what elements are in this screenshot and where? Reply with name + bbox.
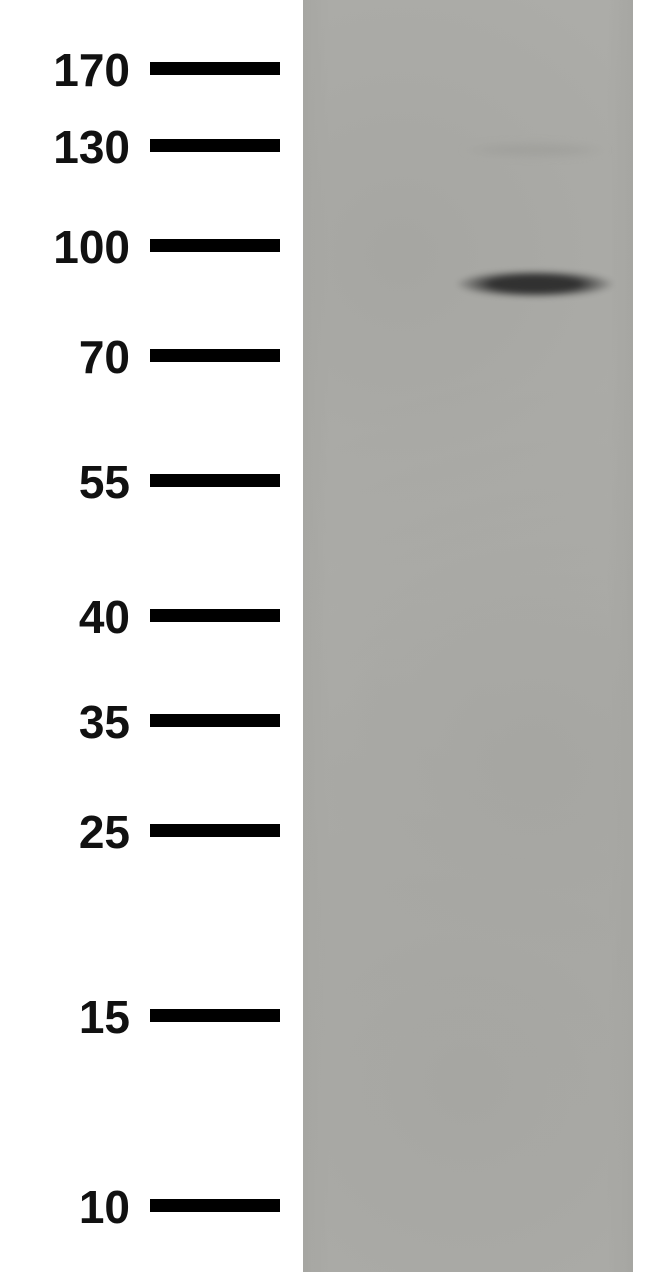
mw-label-40: 40 <box>10 590 130 644</box>
mw-label-15: 15 <box>10 990 130 1044</box>
mw-label-170: 170 <box>10 43 130 97</box>
band-main <box>455 270 615 298</box>
mw-tick-70 <box>150 349 280 362</box>
mw-tick-15 <box>150 1009 280 1022</box>
mw-label-130: 130 <box>10 120 130 174</box>
mw-tick-40 <box>150 609 280 622</box>
band-faint-upper <box>460 142 610 158</box>
blot-figure: 170 130 100 70 55 40 35 25 15 10 <box>0 0 650 1272</box>
mw-label-35: 35 <box>10 695 130 749</box>
mw-label-25: 25 <box>10 805 130 859</box>
mw-label-55: 55 <box>10 455 130 509</box>
membrane <box>303 0 633 1272</box>
mw-tick-170 <box>150 62 280 75</box>
mw-tick-55 <box>150 474 280 487</box>
mw-tick-25 <box>150 824 280 837</box>
mw-tick-100 <box>150 239 280 252</box>
mw-tick-10 <box>150 1199 280 1212</box>
mw-tick-130 <box>150 139 280 152</box>
mw-label-100: 100 <box>10 220 130 274</box>
mw-label-10: 10 <box>10 1180 130 1234</box>
mw-tick-35 <box>150 714 280 727</box>
mw-label-70: 70 <box>10 330 130 384</box>
